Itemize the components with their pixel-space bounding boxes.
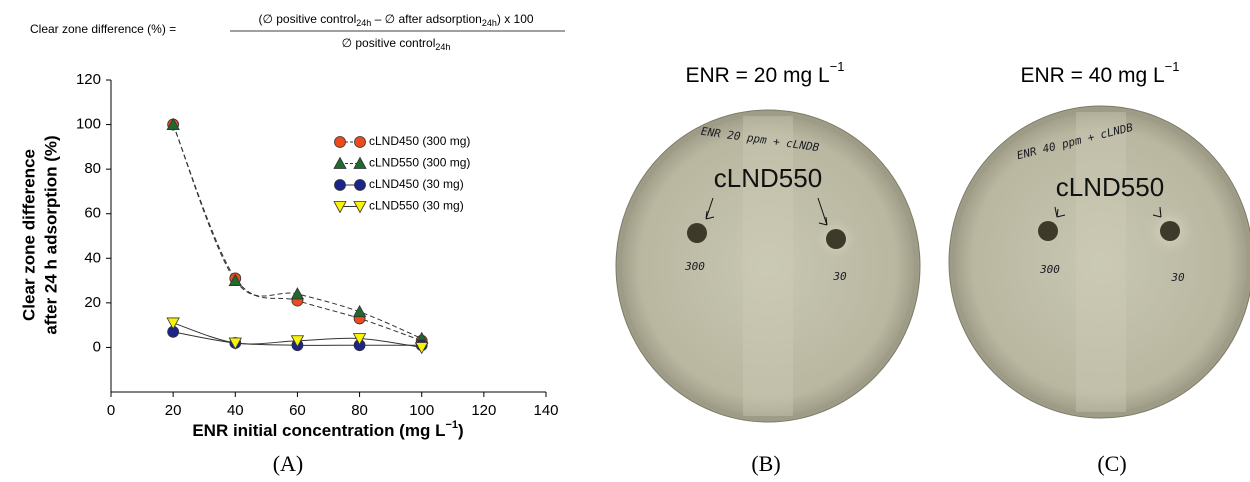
plot: 0 20 40 60 80 100 120 0 20 40 60 80 100 120 140 ENR ini… — [19, 71, 558, 441]
x-tick-label: 80 — [351, 402, 368, 419]
well-dose: 30 — [832, 270, 847, 283]
formula: Clear zone difference (%) = (∅ positive … — [30, 12, 565, 52]
well-label: cLND550 — [714, 163, 822, 193]
x-tick-label: 60 — [289, 402, 306, 419]
well-dose: 300 — [684, 260, 705, 273]
marker — [290, 335, 305, 348]
well-dose: 300 — [1039, 263, 1060, 276]
marker — [352, 333, 367, 346]
arrow — [705, 197, 715, 220]
marker — [228, 273, 242, 286]
series-line — [172, 124, 422, 339]
marker — [290, 287, 305, 300]
x-tick-label: 140 — [533, 402, 558, 419]
marker — [353, 156, 367, 169]
y-tick-label: 80 — [84, 160, 101, 177]
formula-denominator: ∅ positive control24h — [342, 36, 451, 52]
y-tick-label: 60 — [84, 205, 101, 222]
legend-label: cLND450 (300 mg) — [369, 134, 470, 148]
formula-lhs: Clear zone difference (%) = — [30, 22, 176, 36]
marker — [334, 136, 346, 148]
marker — [353, 201, 367, 214]
y-tick-label: 40 — [84, 249, 101, 266]
formula-part: (∅ positive control — [258, 12, 356, 26]
well — [1038, 221, 1058, 241]
legend-label: cLND450 (30 mg) — [369, 177, 464, 191]
marker — [354, 136, 366, 148]
y-tick-label: 20 — [84, 294, 101, 311]
photo-title-part: ENR = 20 mg L — [686, 64, 830, 87]
panel-label: (A) — [273, 451, 304, 476]
y-tick-label: 0 — [93, 338, 101, 355]
photo-title: ENR = 20 mg L−1 — [686, 59, 845, 86]
x-axis-title: ENR initial concentration (mg L−1) — [192, 419, 463, 441]
photo-title-part: ENR = 40 mg L — [1021, 64, 1165, 87]
formula-part: ∅ positive control — [342, 36, 436, 50]
legend-label: cLND550 (300 mg) — [369, 156, 470, 170]
arrow — [817, 197, 828, 226]
formula-sub: 24h — [356, 18, 371, 28]
panel-label: (B) — [751, 451, 780, 476]
marker — [333, 156, 347, 169]
photo-title: ENR = 40 mg L−1 — [1021, 59, 1180, 86]
formula-part: – ∅ after adsorption — [371, 12, 482, 26]
marker — [333, 201, 347, 214]
marker — [334, 179, 346, 191]
panel-label: (C) — [1097, 451, 1126, 476]
well-label: cLND550 — [1056, 172, 1164, 202]
marker — [228, 337, 242, 350]
marker — [166, 117, 180, 130]
arrow — [1152, 206, 1162, 218]
x-axis-title-part: ENR initial concentration (mg L — [192, 421, 445, 440]
formula-sub: 24h — [482, 18, 497, 28]
photo-title-part: −1 — [830, 59, 845, 74]
x-tick-label: 40 — [227, 402, 244, 419]
marker — [166, 317, 180, 330]
formula-part: ) x 100 — [497, 12, 534, 26]
x-axis-title-part: ) — [458, 421, 464, 440]
well — [687, 223, 707, 243]
streak — [743, 116, 793, 416]
x-tick-label: 0 — [107, 402, 115, 419]
series-line — [172, 124, 422, 342]
well-dose: 30 — [1170, 271, 1185, 284]
formula-numerator: (∅ positive control24h – ∅ after adsorpt… — [258, 12, 533, 28]
marker — [415, 342, 429, 355]
agar — [622, 116, 914, 416]
y-tick-label: 100 — [76, 116, 101, 133]
legend-label: cLND550 (30 mg) — [369, 199, 464, 213]
y-axis-title: after 24 h adsorption (%) — [41, 135, 60, 334]
y-tick-label: 120 — [76, 71, 101, 88]
photo-title-part: −1 — [1165, 59, 1180, 74]
y-axis-title: Clear zone difference — [19, 149, 38, 321]
marker — [354, 179, 366, 191]
x-tick-label: 120 — [471, 402, 496, 419]
marker — [352, 304, 367, 318]
arrow — [1054, 206, 1066, 218]
formula-sub: 24h — [435, 42, 450, 52]
x-tick-label: 20 — [165, 402, 182, 419]
x-axis-title-part: −1 — [445, 419, 458, 431]
x-tick-label: 100 — [409, 402, 434, 419]
agar — [955, 112, 1247, 412]
streak — [1076, 112, 1126, 412]
well — [826, 229, 846, 249]
well — [1160, 221, 1180, 241]
